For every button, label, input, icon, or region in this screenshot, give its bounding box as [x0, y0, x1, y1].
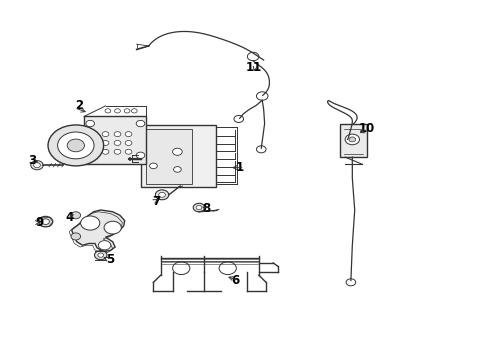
Circle shape	[104, 221, 121, 234]
Circle shape	[86, 120, 94, 127]
Circle shape	[155, 190, 168, 200]
Circle shape	[124, 109, 130, 113]
Circle shape	[149, 163, 157, 169]
Circle shape	[172, 148, 182, 155]
Circle shape	[58, 132, 94, 159]
Text: 6: 6	[230, 274, 239, 287]
Circle shape	[98, 241, 111, 250]
Circle shape	[193, 203, 204, 212]
Circle shape	[172, 262, 189, 275]
Circle shape	[114, 140, 121, 145]
Circle shape	[256, 146, 265, 153]
Bar	[84, 117, 146, 164]
Bar	[146, 129, 191, 184]
Text: 8: 8	[202, 202, 210, 215]
Circle shape	[256, 92, 267, 100]
Bar	[141, 125, 215, 187]
Circle shape	[86, 152, 94, 158]
Circle shape	[159, 192, 165, 197]
Circle shape	[105, 109, 111, 113]
Circle shape	[34, 163, 41, 168]
Text: 4: 4	[65, 211, 74, 224]
Circle shape	[125, 140, 132, 145]
Circle shape	[98, 253, 103, 257]
Bar	[340, 123, 366, 157]
Circle shape	[102, 132, 109, 136]
Circle shape	[67, 139, 84, 152]
Circle shape	[39, 216, 53, 227]
Circle shape	[233, 116, 243, 122]
Polygon shape	[72, 210, 124, 251]
Circle shape	[81, 216, 100, 230]
Text: 9: 9	[35, 216, 43, 229]
Text: 11: 11	[245, 60, 262, 73]
Circle shape	[346, 279, 355, 286]
Circle shape	[41, 219, 49, 224]
Circle shape	[136, 120, 144, 127]
Text: 1: 1	[235, 161, 244, 174]
Circle shape	[114, 149, 121, 154]
Circle shape	[196, 206, 202, 210]
Text: 10: 10	[358, 122, 374, 135]
Circle shape	[94, 251, 107, 260]
Circle shape	[125, 132, 132, 136]
Circle shape	[348, 137, 355, 142]
Text: 2: 2	[75, 99, 83, 112]
Text: 7: 7	[151, 195, 160, 208]
Circle shape	[71, 212, 81, 219]
Circle shape	[247, 52, 258, 61]
Circle shape	[345, 134, 359, 145]
Circle shape	[136, 152, 144, 158]
Circle shape	[131, 109, 137, 113]
Circle shape	[173, 167, 181, 172]
Circle shape	[219, 262, 236, 275]
Text: 5: 5	[106, 253, 114, 266]
Circle shape	[48, 125, 103, 166]
Circle shape	[31, 161, 43, 170]
Circle shape	[114, 132, 121, 136]
Circle shape	[114, 109, 120, 113]
Circle shape	[102, 140, 109, 145]
Circle shape	[125, 149, 132, 154]
Circle shape	[71, 233, 81, 240]
Text: 3: 3	[29, 154, 37, 167]
Circle shape	[102, 149, 109, 154]
